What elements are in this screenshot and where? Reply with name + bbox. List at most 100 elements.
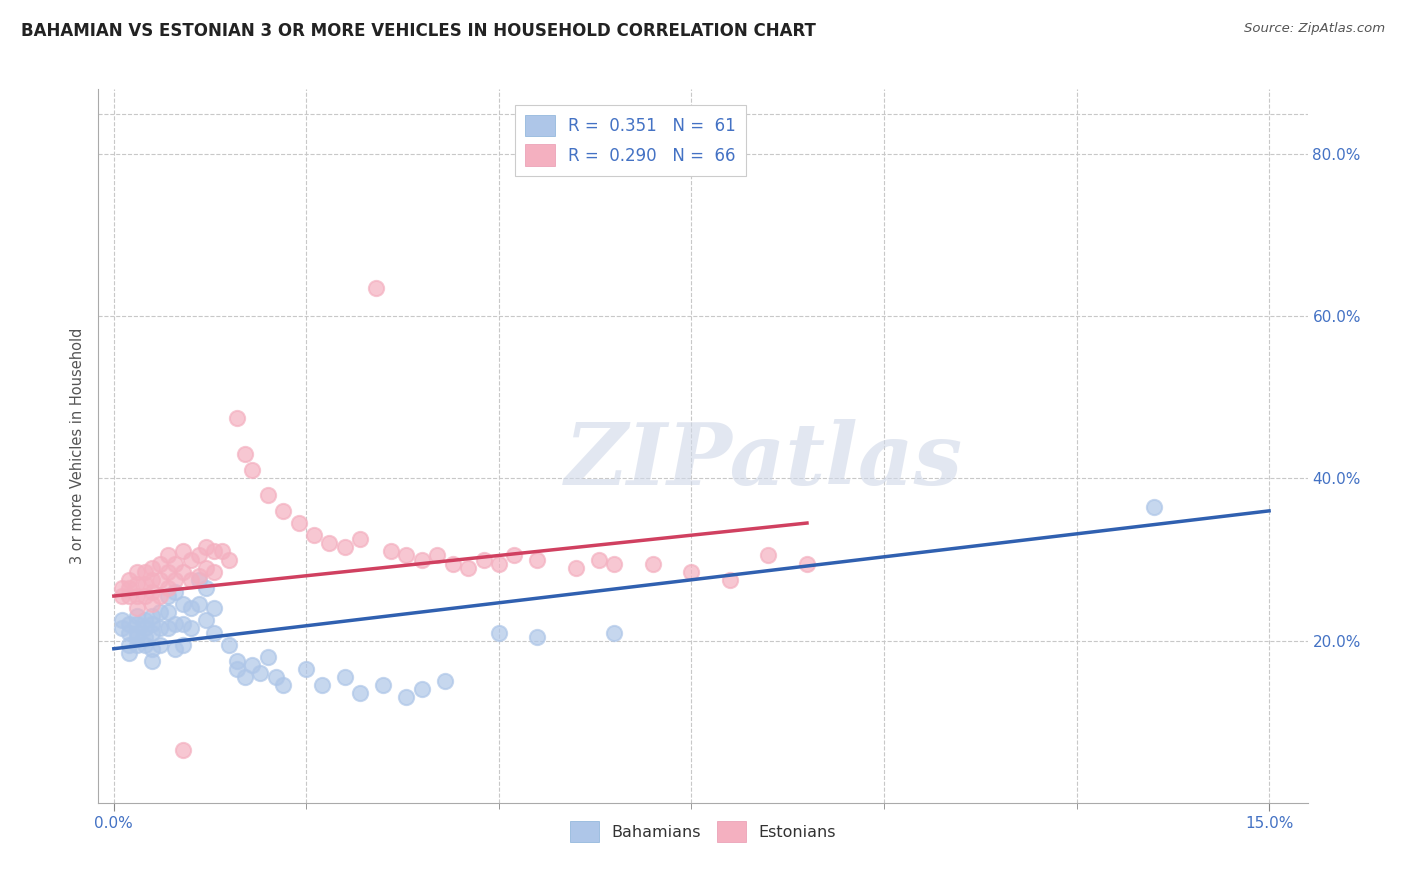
Point xyxy=(118,573,141,587)
Point xyxy=(125,577,148,591)
Point xyxy=(758,549,780,563)
Point xyxy=(172,565,194,579)
Point xyxy=(472,552,495,566)
Point xyxy=(195,541,218,555)
Point xyxy=(156,549,179,563)
Point xyxy=(311,678,333,692)
Point xyxy=(264,670,287,684)
Point xyxy=(118,617,141,632)
Point xyxy=(187,573,209,587)
Point xyxy=(233,447,256,461)
Point xyxy=(156,565,179,579)
Point xyxy=(603,625,626,640)
Point xyxy=(295,662,318,676)
Point xyxy=(433,674,456,689)
Point xyxy=(165,641,187,656)
Point xyxy=(134,613,156,627)
Point xyxy=(257,649,280,664)
Point xyxy=(118,646,141,660)
Point xyxy=(271,504,294,518)
Point xyxy=(641,557,664,571)
Point xyxy=(1142,500,1164,514)
Point xyxy=(110,622,132,636)
Point xyxy=(156,581,179,595)
Point xyxy=(125,617,148,632)
Point xyxy=(588,552,610,566)
Point xyxy=(172,617,194,632)
Point xyxy=(149,557,172,571)
Point xyxy=(718,573,741,587)
Point xyxy=(226,410,249,425)
Point xyxy=(180,573,202,587)
Point xyxy=(118,625,141,640)
Point xyxy=(125,625,148,640)
Point xyxy=(257,488,280,502)
Point xyxy=(202,544,225,558)
Point xyxy=(134,630,156,644)
Point xyxy=(125,630,148,644)
Point xyxy=(211,544,233,558)
Point xyxy=(218,552,240,566)
Point xyxy=(156,605,179,619)
Point xyxy=(149,605,172,619)
Point xyxy=(134,589,156,603)
Point xyxy=(395,549,418,563)
Point xyxy=(411,682,433,697)
Point xyxy=(457,560,479,574)
Point xyxy=(141,560,163,574)
Point xyxy=(141,597,163,611)
Point xyxy=(125,601,148,615)
Point xyxy=(172,743,194,757)
Y-axis label: 3 or more Vehicles in Household: 3 or more Vehicles in Household xyxy=(70,328,86,564)
Point xyxy=(681,565,703,579)
Point xyxy=(603,557,626,571)
Point xyxy=(165,557,187,571)
Point xyxy=(287,516,309,530)
Point xyxy=(202,565,225,579)
Point xyxy=(249,666,271,681)
Point xyxy=(395,690,418,705)
Point xyxy=(156,622,179,636)
Point xyxy=(195,613,218,627)
Point xyxy=(333,670,356,684)
Point xyxy=(156,589,179,603)
Point xyxy=(125,638,148,652)
Point xyxy=(411,552,433,566)
Point xyxy=(141,625,163,640)
Point xyxy=(134,638,156,652)
Point xyxy=(125,565,148,579)
Point xyxy=(180,601,202,615)
Point xyxy=(242,657,264,672)
Point xyxy=(149,589,172,603)
Point xyxy=(195,560,218,574)
Point xyxy=(134,622,156,636)
Point xyxy=(242,463,264,477)
Point xyxy=(165,585,187,599)
Point xyxy=(110,581,132,595)
Point xyxy=(202,601,225,615)
Point xyxy=(172,638,194,652)
Point xyxy=(165,617,187,632)
Point xyxy=(226,654,249,668)
Point xyxy=(187,597,209,611)
Point xyxy=(302,528,325,542)
Point xyxy=(187,549,209,563)
Point xyxy=(125,609,148,624)
Point xyxy=(180,622,202,636)
Text: ZIPatlas: ZIPatlas xyxy=(564,418,963,502)
Point xyxy=(180,552,202,566)
Point xyxy=(141,641,163,656)
Point xyxy=(333,541,356,555)
Point xyxy=(141,654,163,668)
Point xyxy=(195,581,218,595)
Point xyxy=(118,581,141,595)
Point xyxy=(149,573,172,587)
Text: Source: ZipAtlas.com: Source: ZipAtlas.com xyxy=(1244,22,1385,36)
Point xyxy=(187,568,209,582)
Point xyxy=(426,549,449,563)
Point xyxy=(110,589,132,603)
Legend: Bahamians, Estonians: Bahamians, Estonians xyxy=(564,815,842,848)
Point xyxy=(318,536,340,550)
Point xyxy=(488,557,510,571)
Point xyxy=(233,670,256,684)
